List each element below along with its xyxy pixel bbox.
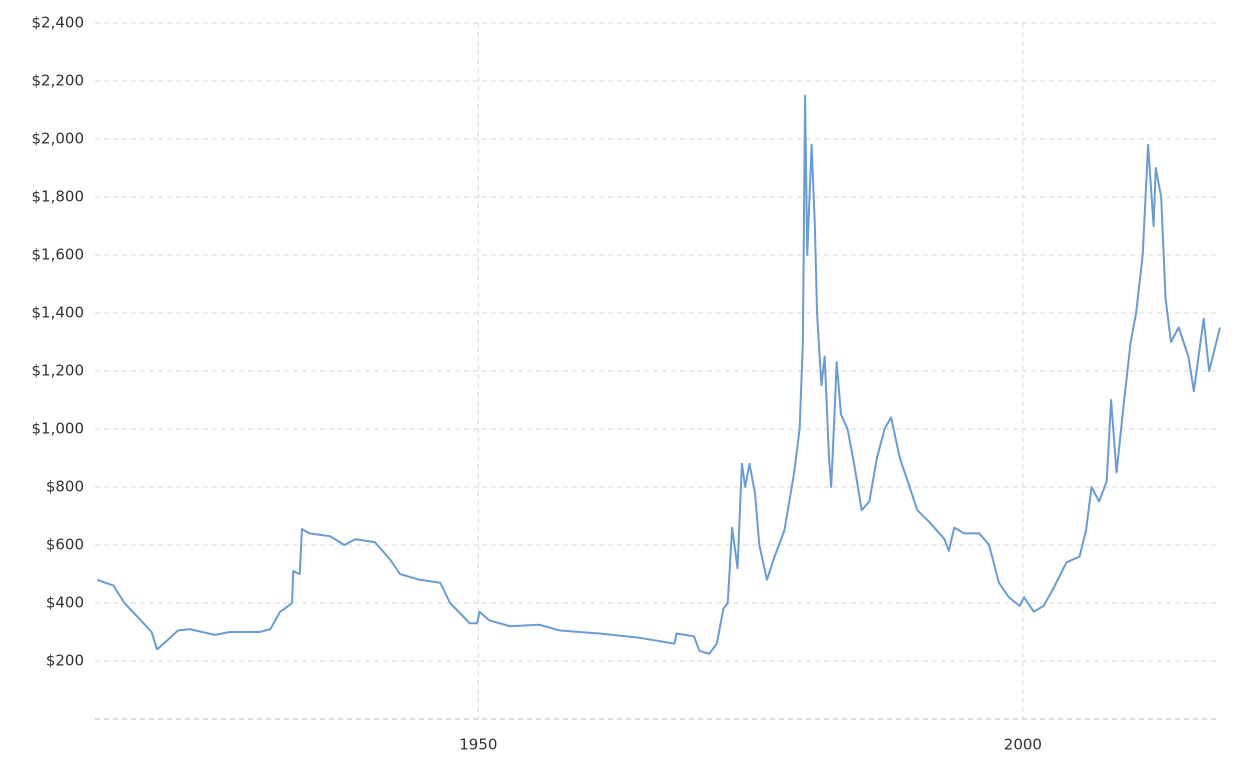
y-tick-label: $1,200 — [32, 362, 85, 380]
price-line — [96, 94, 1221, 655]
x-tick-label: 1950 — [459, 736, 497, 754]
y-tick-label: $800 — [46, 478, 84, 496]
y-tick-label: $2,400 — [32, 14, 85, 32]
y-tick-label: $1,600 — [32, 246, 85, 264]
y-tick-label: $1,000 — [32, 420, 85, 438]
y-tick-label: $200 — [46, 652, 84, 670]
y-tick-label: $1,800 — [32, 188, 85, 206]
y-tick-label: $2,000 — [32, 130, 85, 148]
x-tick-label: 2000 — [1004, 736, 1042, 754]
y-tick-label: $1,400 — [32, 304, 85, 322]
y-tick-label: $2,200 — [32, 72, 85, 90]
y-tick-label: $600 — [46, 536, 84, 554]
y-tick-label: $400 — [46, 594, 84, 612]
